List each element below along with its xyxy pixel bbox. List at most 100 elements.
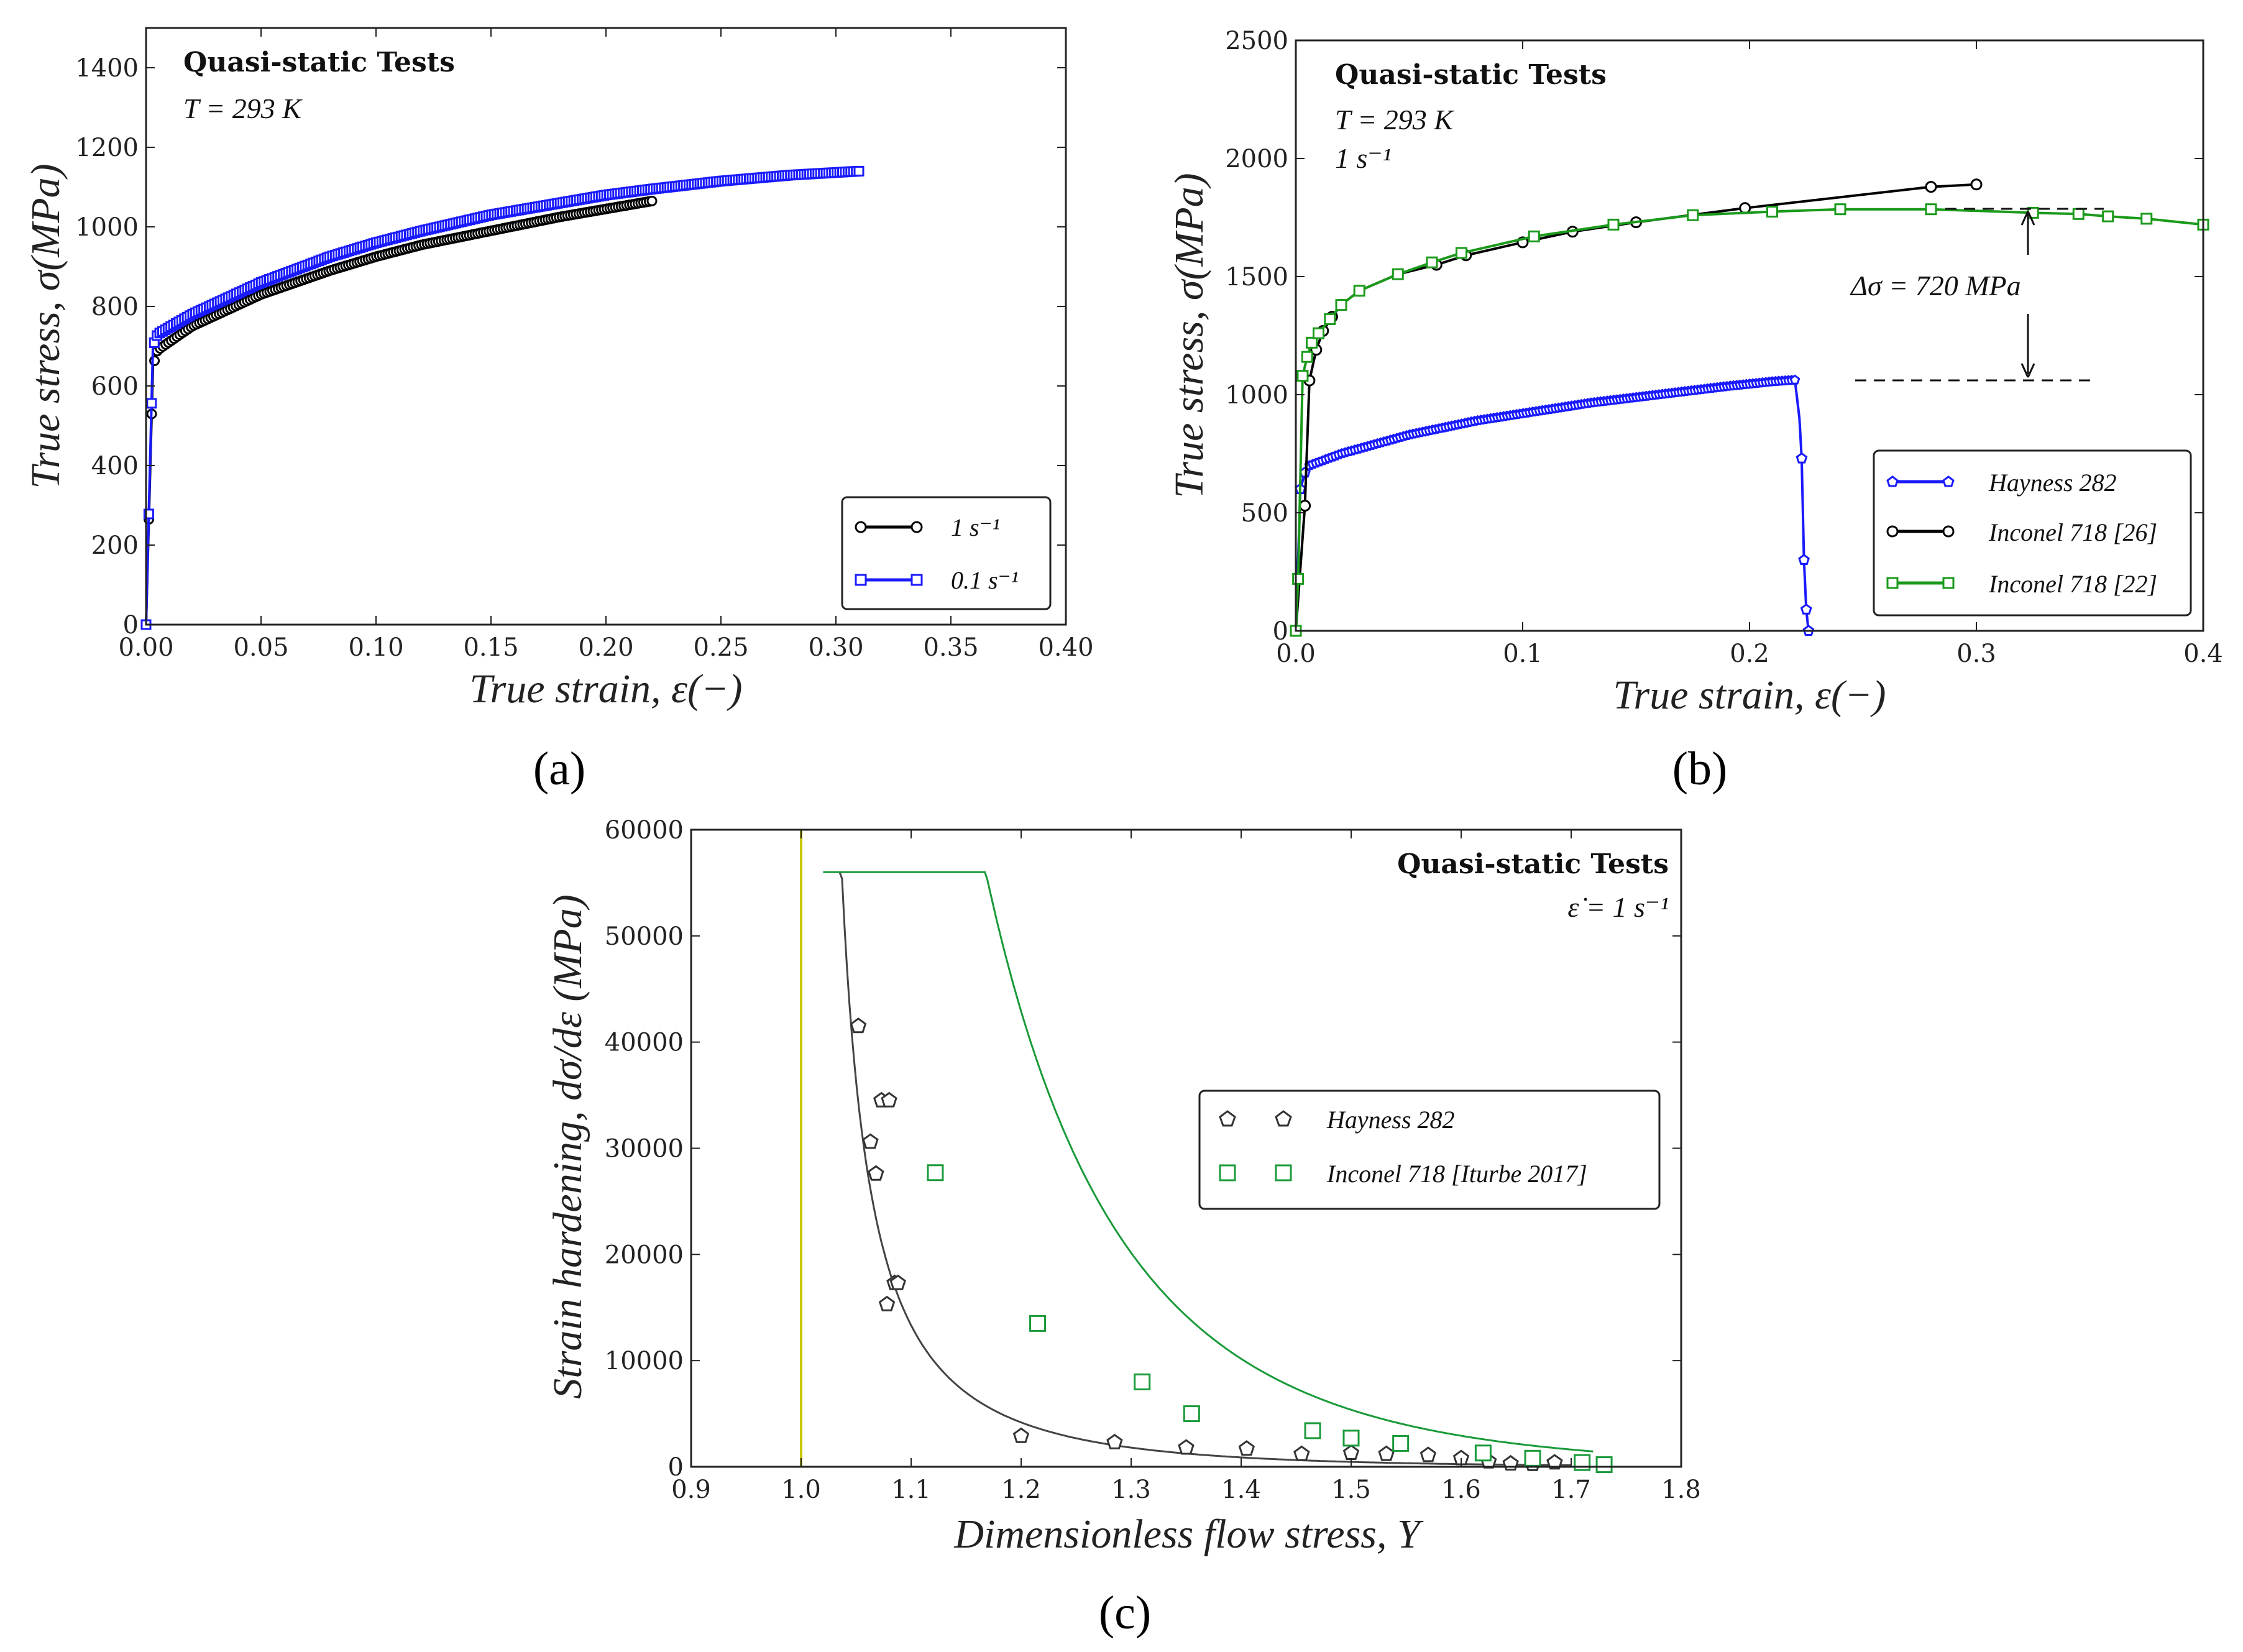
panel-b-xtick-label-4: 0.4 — [2183, 640, 2223, 668]
panel-c-series-0-point — [1293, 1445, 1310, 1461]
panel-c-legend: Hayness 282 Inconel 718 [Iturbe 2017] — [1198, 1090, 1661, 1210]
panel-b-legend-marker-0 — [1886, 475, 1899, 487]
panel-a-xtick-label-4: 0.20 — [578, 633, 633, 662]
panel-a-xlabel: True strain, ε(−) — [469, 666, 742, 712]
panel-b-series-2-point — [1335, 299, 1347, 311]
panel-a-xtick-label-2: 0.10 — [348, 633, 403, 662]
panel-c-series-1-point — [1574, 1454, 1591, 1471]
panel-b-series-2-point — [1324, 313, 1336, 325]
panel-b-legend-marker-2 — [1886, 577, 1899, 589]
panel-b-series-2-point — [1301, 351, 1313, 363]
panel-b-series-2-point — [2102, 210, 2114, 223]
panel-b-title: Quasi-static Tests — [1335, 59, 1607, 91]
panel-c-series-0-point — [1178, 1439, 1195, 1455]
panel-b-delta-label: Δσ = 720 MPa — [1850, 270, 2021, 301]
panel-b-series-2-point — [1687, 209, 1699, 221]
panel-c-legend-label-1: Inconel 718 [Iturbe 2017] — [1326, 1160, 1587, 1188]
panel-c-legend-box — [1198, 1090, 1661, 1210]
panel-c-series-0-point — [862, 1133, 879, 1149]
panel-b-delta-annotation: Δσ = 720 MPa — [1850, 208, 2104, 382]
panel-b-xtick-label-2: 0.2 — [1730, 640, 1769, 668]
panel-c-series-1-point — [1029, 1315, 1047, 1332]
panel-a-ytick-label-0: 0 — [123, 611, 139, 640]
panel-c-xtick-label-7: 1.6 — [1441, 1475, 1481, 1504]
panel-b-series-2-point — [1834, 203, 1846, 216]
panel-a-xtick-label-8: 0.40 — [1038, 633, 1093, 662]
panel-a: 0.00 0.05 0.10 0.15 0.20 0.25 0.30 0.35 0.40 0 200… — [23, 27, 1094, 795]
panel-b-series-2-point — [1292, 572, 1305, 585]
panel-c-title: Quasi-static Tests — [1397, 848, 1669, 880]
panel-a-ytick-label-3: 600 — [91, 372, 139, 401]
panel-c-xtick-label-3: 1.2 — [1001, 1475, 1041, 1504]
panel-c-ytick-label-1: 10000 — [605, 1347, 684, 1375]
panel-c-xlabel: Dimensionless flow stress, Y — [953, 1512, 1424, 1557]
panel-b: 0.0 0.1 0.2 0.3 0.4 0 500 1000 1500 2000 2500 Quas… — [1167, 27, 2223, 795]
panel-c-xtick-label-5: 1.4 — [1221, 1475, 1261, 1504]
panel-b-series-2-point — [1296, 370, 1309, 382]
panel-b-series-1-point — [1970, 178, 1983, 191]
panel-a-xtick-label-1: 0.05 — [233, 633, 288, 662]
panel-b-legend-marker-1 — [1886, 525, 1899, 538]
panel-c-series-0-point — [889, 1274, 906, 1290]
panel-c-series-1-point — [1183, 1405, 1200, 1423]
panel-c-series-1-point — [1595, 1456, 1613, 1474]
panel-b-ytick-label-5: 2500 — [1225, 27, 1288, 55]
panel-a-temperature: T = 293 K — [183, 93, 303, 124]
panel-c-xtick-label-1: 1.0 — [781, 1475, 821, 1504]
panel-c-series-0-point — [850, 1017, 867, 1034]
panel-a-plot-area — [140, 165, 865, 630]
panel-a-title: Quasi-static Tests — [183, 47, 455, 78]
panel-a-xtick-label-5: 0.25 — [693, 633, 748, 662]
panel-b-legend-box — [1873, 449, 2192, 617]
panel-c-rate: ε̇ = 1 s⁻¹ — [1567, 891, 1669, 923]
panel-b-series-2-point — [1607, 218, 1620, 231]
panel-b-series-2-point — [1313, 327, 1324, 339]
panel-b-series-1-point — [1299, 500, 1311, 512]
panel-c-legend-marker-1 — [1219, 1164, 1236, 1182]
panel-c-series-0-point — [1012, 1427, 1030, 1443]
panel-b-xtick-label-1: 0.1 — [1503, 640, 1543, 668]
panel-b-series-2-point — [1353, 285, 1365, 297]
panel-c-series-1-point — [1134, 1373, 1151, 1390]
panel-b-series-2-point — [1306, 336, 1318, 349]
panel-c-series-1-point — [1304, 1422, 1321, 1439]
panel-c-ytick-label-2: 20000 — [605, 1241, 684, 1269]
panel-b-ytick-label-1: 500 — [1241, 499, 1288, 528]
panel-c-fit-1-curve — [823, 871, 1594, 1452]
panel-a-ytick-label-5: 1000 — [75, 213, 139, 242]
panel-c-xtick-label-9: 1.8 — [1661, 1475, 1701, 1504]
panel-c-xtick-label-6: 1.5 — [1331, 1475, 1371, 1504]
panel-b-ytick-label-0: 0 — [1273, 617, 1288, 646]
panel-a-series-1-line — [145, 170, 860, 625]
panel-a-legend-marker-0b — [911, 521, 923, 533]
panel-c-legend-label-0: Hayness 282 — [1326, 1106, 1455, 1134]
panel-c-ytick-label-4: 40000 — [605, 1029, 684, 1057]
panel-b-legend-label-0: Hayness 282 — [1988, 469, 2117, 497]
panel-b-ticks: 0.0 0.1 0.2 0.3 0.4 0 500 1000 1500 2000 2500 — [1225, 27, 2223, 668]
panel-b-series-0-point — [1789, 374, 1800, 385]
panel-c-fit-0-curve — [838, 871, 1572, 1467]
panel-b-series-2-point — [1392, 268, 1404, 280]
panel-c-series-0-point — [868, 1165, 884, 1181]
panel-a-legend-marker-1b — [911, 574, 923, 586]
panel-b-legend-label-2: Inconel 718 [22] — [1988, 570, 2157, 598]
panel-c-series-1-point — [1524, 1449, 1541, 1467]
panel-c-xtick-label-8: 1.7 — [1551, 1475, 1591, 1504]
panel-b-ytick-label-4: 2000 — [1225, 145, 1288, 173]
panel-c-ytick-label-0: 0 — [668, 1453, 684, 1482]
panel-a-ytick-label-6: 1200 — [75, 134, 139, 162]
panel-a-ytick-label-4: 800 — [91, 293, 139, 321]
panel-b-arrowhead-down — [2021, 363, 2035, 378]
panel-a-ytick-label-2: 400 — [91, 452, 139, 480]
panel-a-xtick-label-7: 0.35 — [923, 633, 978, 662]
panel-b-series-2-point — [2072, 208, 2085, 220]
panel-c-ylabel: Strain hardening, dσ/dε (MPa) — [545, 894, 590, 1398]
panel-a-xtick-label-6: 0.30 — [808, 633, 863, 662]
panel-a-ticks: 0.00 0.05 0.10 0.15 0.20 0.25 0.30 0.35 0.40 0 200… — [75, 28, 1094, 662]
panel-a-legend: 1 s⁻¹ 0.1 s⁻¹ — [841, 496, 1052, 610]
panel-c-xtick-label-2: 1.1 — [891, 1475, 931, 1504]
panel-b-series-2-point — [1925, 203, 1937, 216]
panel-b-ytick-label-2: 1000 — [1225, 381, 1288, 410]
panel-b-series-0-line — [1295, 379, 1810, 631]
